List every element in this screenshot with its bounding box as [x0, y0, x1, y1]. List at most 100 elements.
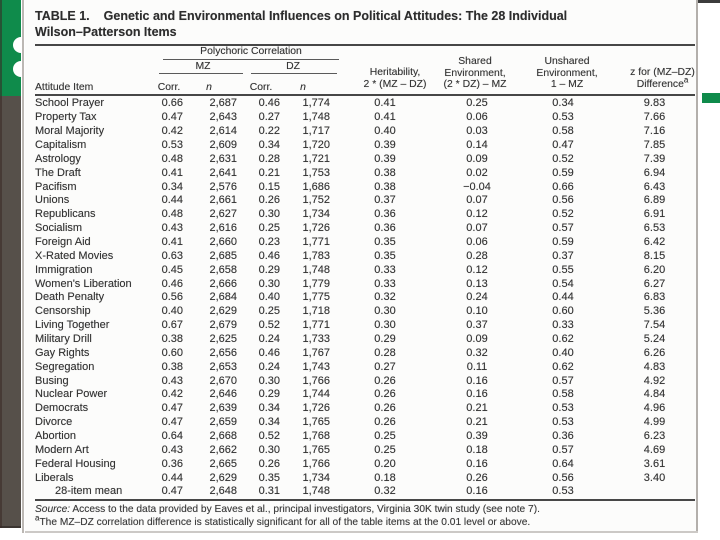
mz-corr-cell: 0.45 [161, 263, 183, 276]
shared-env-cell: 0.16 [466, 485, 488, 498]
shared-env-cell: 0.07 [466, 194, 488, 207]
z-cell: 6.26 [643, 346, 666, 359]
column-group-mz: MZ [195, 61, 211, 72]
column-header-z-difference: z for (MZ–DZ) Differencea [610, 67, 715, 90]
dz-n-cell: 1,718 [302, 305, 330, 318]
mz-n-cell: 2,658 [209, 263, 237, 276]
mz-n-cell: 2,631 [209, 152, 237, 165]
unshared-env-cell: 0.59 [552, 236, 574, 249]
unshared-env-cell: 0.53 [552, 402, 574, 415]
mz-corr-cell: 0.36 [161, 457, 183, 470]
shared-env-cell: 0.14 [466, 139, 488, 151]
unshared-env-cell: 0.57 [552, 443, 574, 456]
unshared-env-cell: 0.56 [552, 194, 574, 207]
item-cell: Moral Majority [35, 125, 105, 138]
heritability-cell: 0.33 [374, 263, 396, 276]
table-row: Military Drill 0.38 2,625 0.24 1,733 0.2… [35, 333, 697, 347]
heritability-cell: 0.30 [374, 319, 396, 332]
heritability-cell: 0.36 [374, 208, 396, 221]
heritability-cell: 0.39 [374, 139, 396, 151]
mz-n-cell: 2,614 [209, 125, 237, 138]
z-cell: 7.54 [643, 319, 666, 332]
dz-corr-cell: 0.23 [258, 236, 280, 249]
unshared-env-cell: 0.53 [552, 485, 574, 498]
dz-corr-cell: 0.25 [258, 305, 280, 318]
z-cell: 7.16 [643, 125, 666, 138]
table-row: 28-item mean 0.47 2,648 0.31 1,748 0.32 … [35, 485, 697, 499]
dz-corr-cell: 0.31 [258, 485, 280, 498]
table-title-line1: Genetic and Environmental Influences on … [103, 9, 568, 23]
mz-n-cell: 2,625 [209, 333, 237, 346]
heritability-cell: 0.37 [374, 194, 396, 207]
item-cell: Busing [35, 374, 69, 387]
dz-corr-cell: 0.34 [258, 416, 280, 429]
dz-n-cell: 1,720 [302, 139, 330, 151]
z-cell: 6.23 [643, 430, 666, 443]
item-cell: Foreign Aid [35, 236, 91, 249]
mz-corr-cell: 0.42 [161, 125, 183, 138]
column-header-unshared-environment: Unshared Environment, 1 – MZ [517, 56, 617, 91]
table-row: Abortion 0.64 2,668 0.52 1,768 0.25 0.39… [35, 430, 697, 444]
mz-n-cell: 2,627 [209, 208, 237, 221]
divider [251, 73, 337, 74]
mz-n-cell: 2,679 [209, 319, 237, 332]
header-line: 2 * (MZ – DZ) [363, 78, 427, 90]
mz-corr-cell: 0.38 [161, 360, 183, 373]
item-cell: Immigration [35, 263, 93, 276]
unshared-env-cell: 0.52 [552, 208, 574, 221]
mz-corr-cell: 0.44 [161, 194, 183, 207]
mz-corr-cell: 0.43 [161, 374, 183, 387]
item-cell: X-Rated Movies [35, 249, 114, 262]
shared-env-cell: 0.09 [466, 333, 488, 346]
table-row: Republicans 0.48 2,627 0.30 1,734 0.36 0… [35, 208, 697, 222]
footnote: aThe MZ–DZ correlation difference is sta… [35, 513, 690, 529]
item-cell: Federal Housing [35, 457, 116, 470]
table-row: Women's Liberation 0.46 2,666 0.30 1,779… [35, 277, 697, 291]
left-accent-bar-gray [0, 96, 21, 528]
heritability-cell: 0.38 [374, 166, 396, 179]
heritability-cell: 0.25 [374, 443, 396, 456]
table-row: Living Together 0.67 2,679 0.52 1,771 0.… [35, 319, 697, 333]
unshared-env-cell: 0.59 [552, 166, 574, 179]
table-number-label: TABLE 1. [35, 9, 90, 23]
header-line: Environment, [444, 67, 506, 79]
mz-n-cell: 2,662 [209, 443, 237, 456]
heritability-cell: 0.20 [374, 457, 396, 470]
mz-n-cell: 2,616 [209, 222, 237, 235]
shared-env-cell: 0.21 [466, 416, 488, 429]
dz-corr-cell: 0.22 [258, 125, 280, 138]
shared-env-cell: 0.02 [466, 166, 488, 179]
z-cell: 4.69 [643, 443, 666, 456]
z-cell [612, 485, 697, 499]
table-row: Moral Majority 0.42 2,614 0.22 1,717 0.4… [35, 125, 697, 139]
dz-n-cell: 1,748 [302, 111, 330, 124]
shared-env-cell: −0.04 [463, 180, 491, 193]
mz-corr-cell: 0.44 [161, 471, 183, 484]
z-cell: 4.96 [643, 402, 666, 415]
z-cell: 7.39 [643, 152, 666, 165]
mz-corr-cell: 0.38 [161, 333, 183, 346]
column-group-polychoric: Polychoric Correlation [200, 46, 302, 57]
heritability-cell: 0.30 [374, 305, 396, 318]
item-cell: Nuclear Power [35, 388, 108, 401]
unshared-env-cell: 0.66 [552, 180, 574, 193]
heritability-cell: 0.39 [374, 152, 396, 165]
table-row: Unions 0.44 2,661 0.26 1,752 0.37 0.07 0… [35, 194, 697, 208]
table-row: Busing 0.43 2,670 0.30 1,766 0.26 0.16 0… [35, 374, 697, 388]
column-header-attitude-item: Attitude Item [35, 82, 94, 93]
item-cell: Republicans [35, 208, 96, 221]
z-cell: 6.91 [643, 208, 666, 221]
footnote-marker: a [35, 513, 40, 523]
dz-n-cell: 1,775 [302, 291, 330, 304]
dz-n-cell: 1,743 [302, 360, 330, 373]
dz-n-cell: 1,765 [302, 443, 330, 456]
table-row: Foreign Aid 0.41 2,660 0.23 1,771 0.35 0… [35, 236, 697, 250]
dz-n-cell: 1,733 [302, 333, 330, 346]
divider [35, 499, 695, 501]
dz-corr-cell: 0.28 [258, 152, 280, 165]
item-cell: Abortion [35, 430, 76, 443]
column-group-dz: DZ [286, 61, 300, 72]
data-table: School Prayer 0.66 2,687 0.46 1,774 0.41… [35, 97, 697, 499]
heritability-cell: 0.27 [374, 360, 396, 373]
item-cell: Pacifism [35, 180, 77, 193]
